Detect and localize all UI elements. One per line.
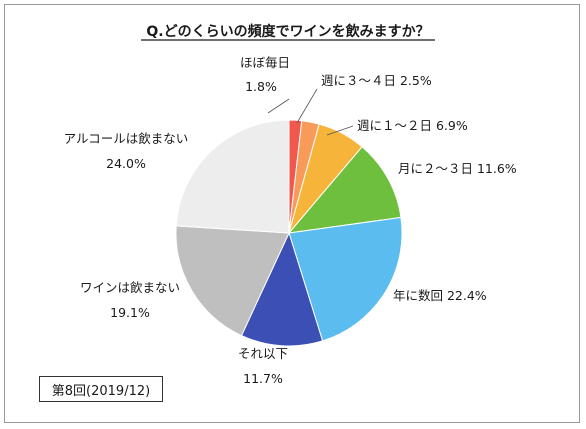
slice-labels: ほぼ毎日 1.8% 週に３～４日 2.5% 週に１～２日 6.9% 月に２～３日 11.… [64,55,517,386]
slice-label: 年に数回 22.4% [393,288,487,303]
slice-label-value: 1.8% [245,79,277,94]
chart-title: Q.どのくらいの頻度でワインを飲みますか？ [146,23,429,40]
slice-label-name: ワインは飲まない [80,280,180,295]
pie-slice [288,216,403,342]
slice-label-value: 19.1% [110,305,150,320]
slice-label: 月に２～３日 11.6% [398,161,517,176]
slice-label: 週に１～２日 6.9% [357,118,468,133]
slice-label-value: 11.7% [243,371,283,386]
pie-slice [240,231,324,347]
pie-slices [175,119,403,347]
pie-slice [175,119,290,234]
leader-line [296,88,318,124]
slice-label-name: ほぼ毎日 [240,55,290,70]
pie-slice [175,225,290,337]
leader-lines [267,88,354,136]
pie-chart: Q.どのくらいの頻度でワインを飲みますか？ ほぼ毎日 1.8% 週に３～４日 2.5… [64,23,517,386]
pie-slice [287,146,402,234]
leader-line [326,125,354,136]
survey-round-note: 第8回(2019/12) [39,376,163,402]
slice-label-name: それ以下 [238,346,288,361]
slice-label-value: 24.0% [106,156,146,171]
leader-line [267,98,290,114]
slice-label: 週に３～４日 2.5% [321,73,432,88]
chart-frame: Q.どのくらいの頻度でワインを飲みますか？ ほぼ毎日 1.8% 週に３～４日 2.5… [4,4,580,423]
slice-label-name: アルコールは飲まない [64,131,189,146]
